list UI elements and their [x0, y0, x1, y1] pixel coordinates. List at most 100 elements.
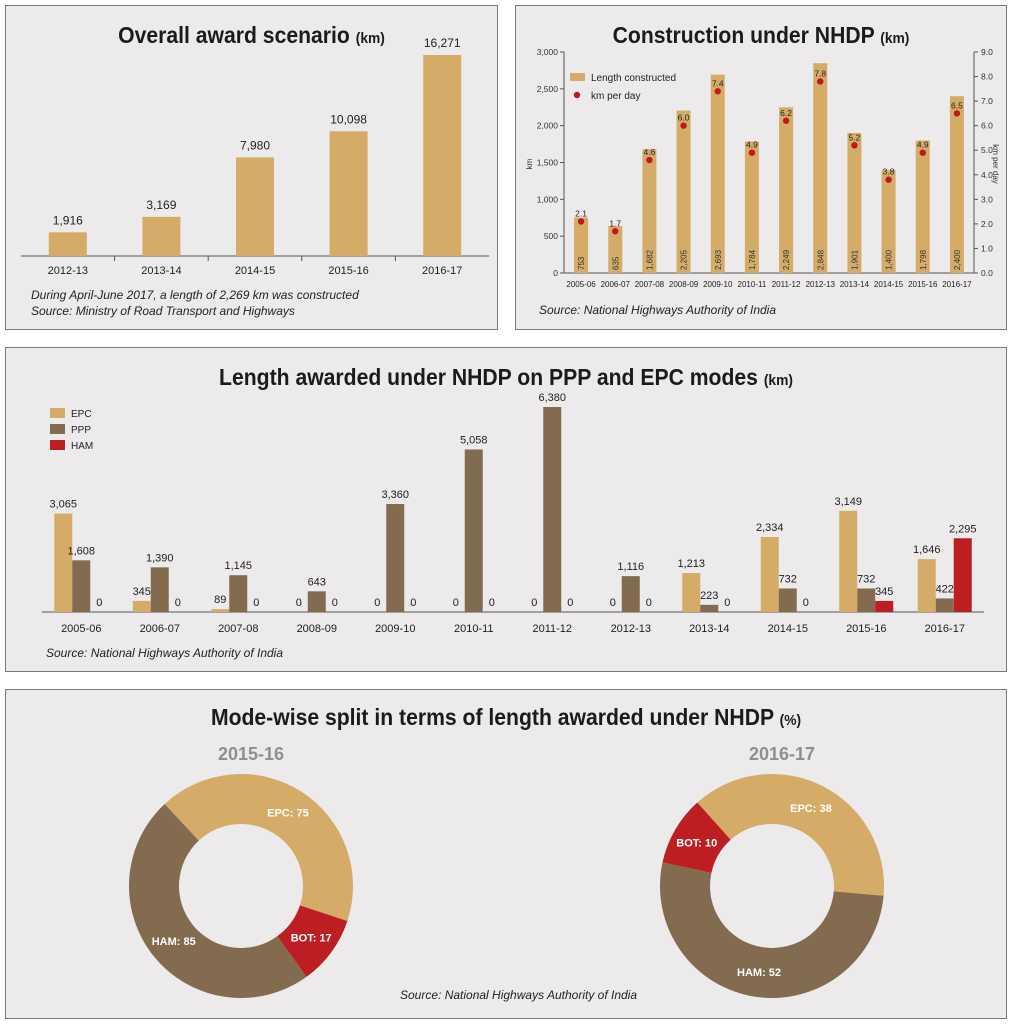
donut-slice-bot: [277, 905, 348, 977]
km-per-day-label: 2.1: [575, 208, 587, 218]
data-label-ham: 0: [332, 597, 338, 609]
bar-epc: [682, 573, 701, 612]
km-per-day-label: 3.8: [883, 167, 895, 177]
bar: [710, 74, 725, 274]
x-tick-label: 2007-08: [635, 280, 665, 289]
data-label-ppp: 1,116: [617, 561, 644, 573]
bar-ppp: [700, 604, 719, 612]
bar-value-label: 2,400: [953, 249, 962, 270]
bar-ppp: [307, 591, 326, 612]
bar-ppp: [621, 576, 640, 612]
construction-panel: Construction under NHDP (km) 0 500 1,000 1,…: [515, 5, 1007, 330]
data-label-ham: 0: [175, 597, 181, 609]
bar: [608, 226, 623, 273]
bar-value-label: 1,400: [885, 249, 894, 270]
x-tick-label: 2013-14: [689, 623, 729, 635]
donut-slice-label: EPC: 75: [267, 808, 309, 820]
mode-split-chart: 2015-16 EPC: 75 BOT: 17 HAM: 85 2016-17 EPC: …: [129, 744, 884, 999]
bar: [847, 132, 862, 273]
km-per-day-label: 5.2: [849, 132, 861, 142]
legend-label-epc: EPC: [71, 409, 92, 420]
donut-slice-label: EPC: 38: [790, 803, 832, 815]
x-tick-label: 2011-12: [772, 280, 801, 289]
y2-tick-label: 9.0: [981, 47, 993, 57]
data-label-ham: 0: [646, 597, 652, 609]
x-tick-label: 2014-15: [768, 623, 808, 635]
data-label: 3,169: [146, 198, 176, 212]
km-per-day-label: 6.2: [780, 108, 792, 118]
y-tick-label: 1,500: [537, 158, 559, 168]
legend-swatch-length: [570, 73, 585, 81]
data-label: 1,916: [53, 213, 83, 227]
bar: [642, 149, 657, 273]
legend-label-length: Length constructed: [591, 73, 676, 84]
data-label-epc: 3,149: [834, 496, 862, 508]
data-label: 10,098: [330, 112, 367, 126]
y-tick-label: 2,500: [537, 84, 559, 94]
bar-value-label: 2,693: [714, 249, 723, 270]
data-label-epc: 1,213: [677, 558, 705, 570]
data-label-epc: 0: [374, 597, 380, 609]
donut-slice-ham: [659, 862, 884, 999]
x-tick-label: 2005-06: [566, 280, 596, 289]
bar-value-label: 1,682: [645, 249, 654, 270]
data-label-ppp: 223: [700, 590, 718, 602]
y2-tick-label: 1.0: [981, 243, 993, 253]
x-tick-label: 2010-11: [454, 623, 494, 635]
bar: [142, 216, 181, 256]
data-label-epc: 2,334: [756, 522, 784, 534]
bar: [48, 232, 87, 256]
donut-subtitle: 2016-17: [749, 744, 815, 764]
km-per-day-dot: [680, 122, 687, 129]
x-tick-label: 2011-12: [532, 623, 572, 635]
bar-epc: [132, 600, 151, 612]
bar: [915, 140, 930, 273]
km-per-day-dot: [919, 149, 926, 156]
km-per-day-dot: [885, 176, 892, 183]
data-label-ham: 0: [410, 597, 416, 609]
bar: [676, 110, 691, 273]
y-tick-label: 0: [553, 268, 558, 278]
x-tick-label: 2012-13: [611, 623, 651, 635]
x-tick-label: 2009-10: [375, 623, 415, 635]
x-tick-label: 2016-17: [942, 280, 972, 289]
bar-ham: [953, 538, 972, 612]
x-tick-label: 2014-15: [874, 280, 904, 289]
y2-tick-label: 6.0: [981, 121, 993, 131]
bar-value-label: 2,249: [782, 249, 791, 270]
legend-swatch-kmday: [573, 91, 581, 99]
bar-value-label: 2,205: [680, 249, 689, 270]
x-tick-label: 2006-07: [140, 623, 180, 635]
y2-tick-label: 2.0: [981, 219, 993, 229]
data-label-epc: 345: [133, 586, 151, 598]
km-per-day-label: 7.4: [712, 78, 724, 88]
data-label-epc: 1,646: [913, 544, 941, 556]
x-tick-label: 2009-10: [703, 280, 733, 289]
bar-value-label: 635: [611, 256, 620, 270]
km-per-day-label: 6.0: [678, 113, 690, 123]
km-per-day-dot: [953, 110, 961, 117]
bar-value-label: 1,798: [919, 249, 928, 270]
data-label-epc: 0: [296, 597, 302, 609]
km-per-day-dot: [748, 149, 756, 156]
y2-tick-label: 3.0: [981, 194, 993, 204]
x-tick-label: 2016-17: [925, 623, 965, 635]
donut-slice-label: BOT: 10: [676, 837, 717, 849]
donut-slice-label: HAM: 85: [152, 936, 196, 948]
data-label-ham: 0: [803, 597, 809, 609]
bar-ppp: [72, 560, 91, 612]
x-tick-label: 2005-06: [61, 623, 101, 635]
bar-epc: [54, 513, 73, 612]
km-per-day-label: 4.9: [917, 140, 929, 150]
bar: [949, 96, 964, 273]
y2-tick-label: 0.0: [981, 268, 993, 278]
data-label-ppp: 732: [779, 573, 797, 585]
mode-split-source: Source: National Highways Authority of I…: [400, 988, 638, 1002]
bar-value-label: 1,901: [850, 249, 859, 270]
x-tick-label: 2013-14: [141, 265, 181, 277]
x-tick-label: 2012-13: [48, 265, 88, 277]
ppp-epc-title: Length awarded under NHDP on PPP and EPC…: [219, 364, 793, 390]
km-per-day-label: 6.5: [951, 100, 963, 110]
legend-swatch-ppp: [50, 424, 65, 434]
legend-swatch-ham: [50, 440, 65, 450]
